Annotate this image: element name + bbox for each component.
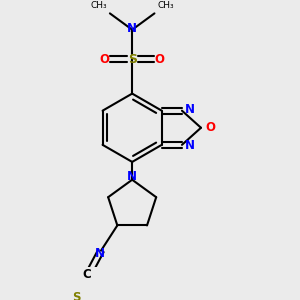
Text: N: N: [184, 139, 194, 152]
Text: N: N: [184, 103, 194, 116]
Text: S: S: [128, 53, 137, 66]
Text: N: N: [127, 22, 137, 35]
Text: S: S: [72, 291, 81, 300]
Text: N: N: [127, 170, 137, 183]
Text: CH₃: CH₃: [158, 2, 174, 10]
Text: CH₃: CH₃: [90, 2, 107, 10]
Text: O: O: [205, 121, 215, 134]
Text: N: N: [94, 247, 104, 260]
Text: O: O: [155, 53, 165, 66]
Text: O: O: [100, 53, 110, 66]
Text: C: C: [82, 268, 91, 281]
